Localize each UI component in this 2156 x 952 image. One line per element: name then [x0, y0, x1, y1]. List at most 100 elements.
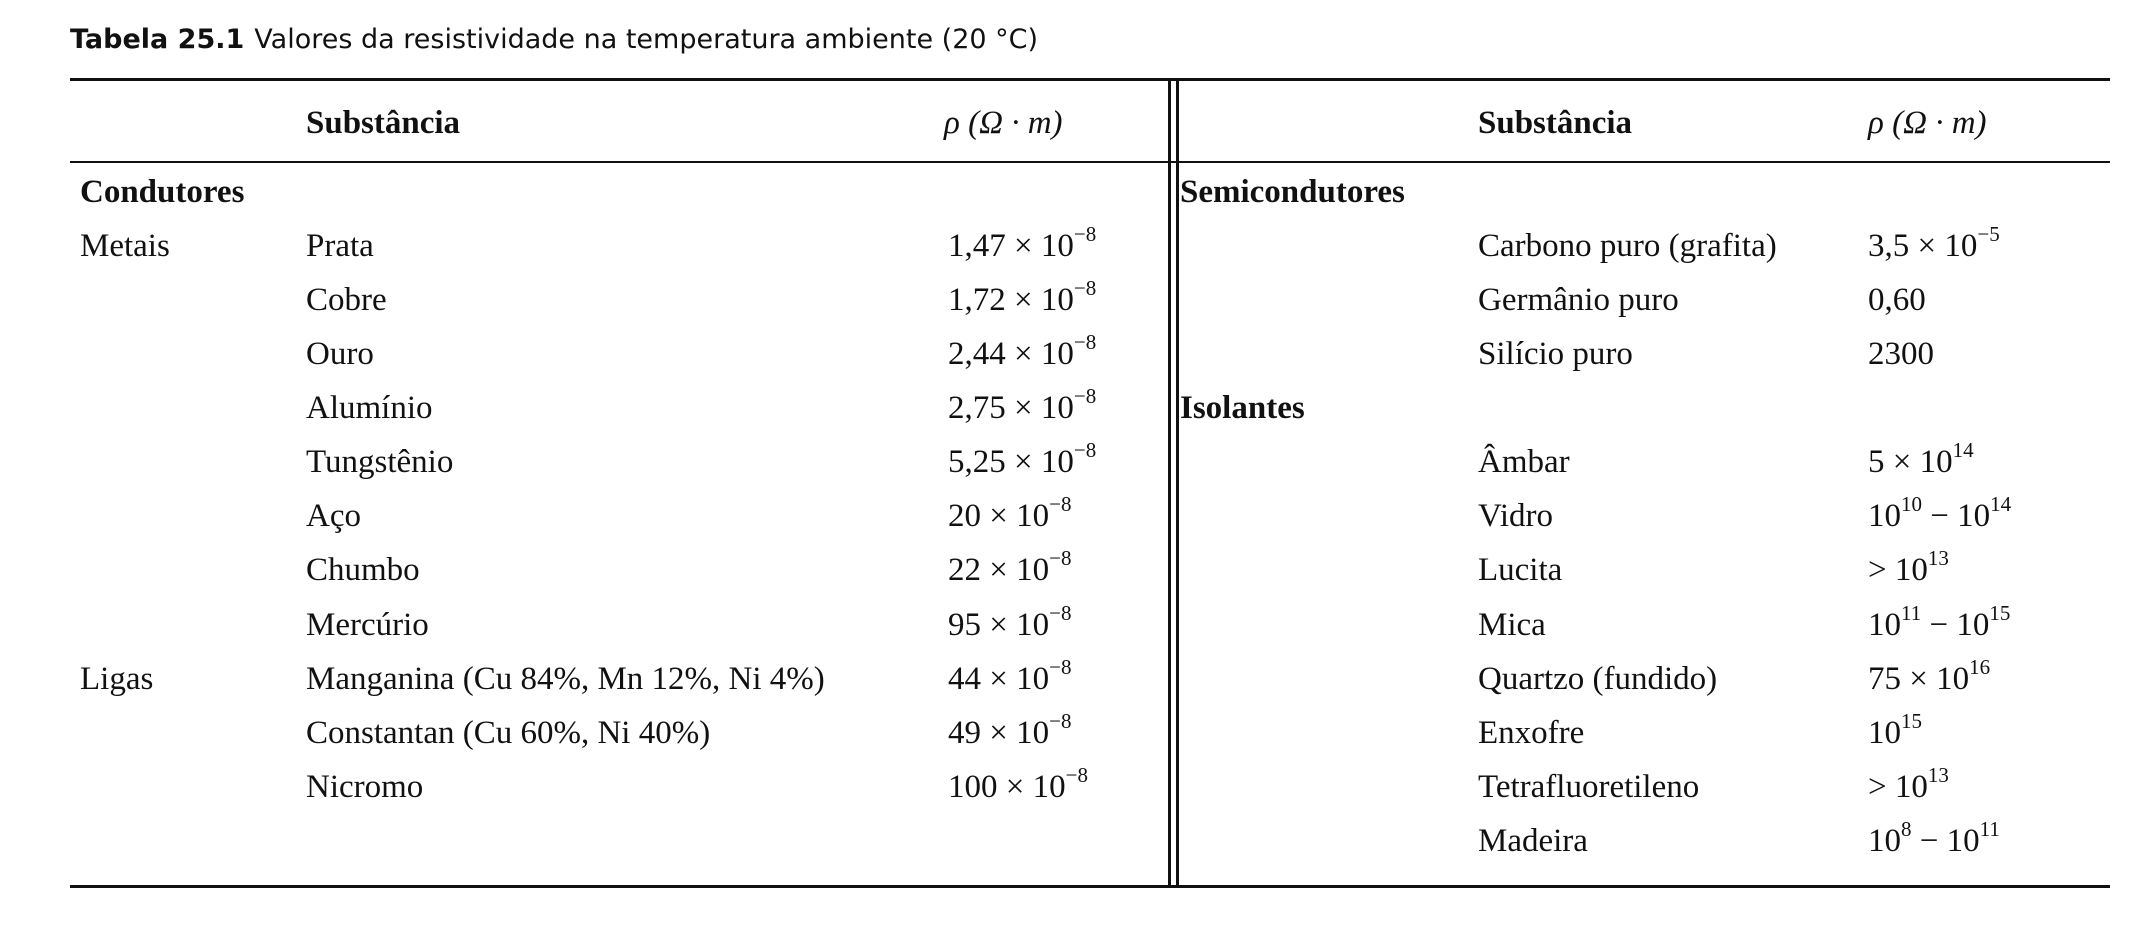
- substance-name: Manganina (Cu 84%, Mn 12%, Ni 4%): [306, 661, 825, 697]
- right-substance-header: Substância: [1478, 105, 1633, 141]
- value-exponent: 14: [1952, 438, 1974, 462]
- value-exponent: −8: [1073, 438, 1097, 462]
- value-exponent: −8: [1049, 655, 1072, 679]
- left-rho-header: ρ (Ω · m): [944, 103, 1063, 143]
- value-exponent: 11: [1979, 817, 2000, 841]
- value-exponent: 8: [1901, 817, 1912, 841]
- value-exponent: 10: [1901, 492, 1922, 516]
- value-base: 75 × 10: [1868, 661, 1970, 697]
- value-exponent: 15: [1901, 709, 1922, 733]
- value-base: 10: [1868, 823, 1901, 859]
- column-divider: [1168, 80, 1171, 886]
- value-base: 49 × 10: [948, 715, 1050, 751]
- value-exponent: −8: [1049, 492, 1072, 516]
- value-base: 10: [1868, 607, 1901, 643]
- value-base: 10: [1868, 715, 1901, 751]
- substance-name: Carbono puro (grafita): [1478, 228, 1777, 264]
- resistivity-value: 100 × 10−8: [948, 765, 1088, 807]
- value-exponent: 11: [1901, 601, 1922, 625]
- value-base: 2,75 × 10: [948, 390, 1074, 426]
- substance-name: Chumbo: [306, 552, 420, 588]
- substance-name: Constantan (Cu 60%, Ni 40%): [306, 715, 711, 751]
- value-base: − 10: [1922, 498, 1991, 534]
- table-caption: Tabela 25.1 Valores da resistividade na t…: [70, 24, 1038, 55]
- value-exponent: 13: [1927, 546, 1949, 570]
- value-base: 5,25 × 10: [948, 444, 1074, 480]
- substance-name: Lucita: [1478, 552, 1563, 588]
- resistivity-value: 1,72 × 10−8: [948, 278, 1096, 320]
- resistivity-value: 3,5 × 10−5: [1868, 224, 2000, 266]
- substance-name: Cobre: [306, 282, 387, 318]
- value-base: 0,60: [1868, 282, 1926, 318]
- rho-header-text: ρ (Ω · m): [1868, 105, 1987, 141]
- category-isolantes: Isolantes: [1180, 390, 1305, 426]
- substance-name: Madeira: [1478, 823, 1588, 859]
- value-base: 1,72 × 10: [948, 282, 1074, 318]
- resistivity-value: 5 × 1014: [1868, 440, 1974, 482]
- resistivity-value: 2,75 × 10−8: [948, 386, 1096, 428]
- substance-name: Mercúrio: [306, 607, 429, 643]
- resistivity-value: 2,44 × 10−8: [948, 332, 1096, 374]
- value-exponent: −8: [1049, 709, 1072, 733]
- value-exponent: −8: [1049, 546, 1072, 570]
- value-exponent: −8: [1073, 276, 1097, 300]
- value-exponent: 14: [1990, 492, 2012, 516]
- substance-name: Germânio puro: [1478, 282, 1679, 318]
- substance-name: Alumínio: [306, 390, 433, 426]
- category-condutores: Condutores: [80, 174, 245, 210]
- value-base: 95 × 10: [948, 607, 1050, 643]
- value-base: 3,5 × 10: [1868, 228, 1978, 264]
- resistivity-value: 44 × 10−8: [948, 657, 1071, 699]
- resistivity-value: > 1013: [1868, 765, 1949, 807]
- value-exponent: 13: [1927, 763, 1949, 787]
- resistivity-value: 1,47 × 10−8: [948, 224, 1096, 266]
- caption-label: Tabela 25.1: [70, 24, 245, 55]
- resistivity-value: 1011 − 1015: [1868, 603, 2010, 645]
- substance-name: Enxofre: [1478, 715, 1585, 751]
- substance-name: Silício puro: [1478, 336, 1633, 372]
- resistivity-value: 49 × 10−8: [948, 711, 1071, 753]
- substance-name: Ouro: [306, 336, 374, 372]
- resistivity-value: 5,25 × 10−8: [948, 440, 1096, 482]
- substance-name: Prata: [306, 228, 374, 264]
- value-base: > 10: [1868, 552, 1928, 588]
- value-base: 44 × 10: [948, 661, 1050, 697]
- value-exponent: 16: [1969, 655, 1991, 679]
- value-exponent: −8: [1073, 330, 1097, 354]
- group-label-metais: Metais: [80, 228, 170, 264]
- value-base: 100 × 10: [948, 769, 1066, 805]
- value-exponent: −8: [1073, 222, 1097, 246]
- resistivity-value: 22 × 10−8: [948, 548, 1071, 590]
- column-divider: [1176, 80, 1179, 886]
- substance-name: Vidro: [1478, 498, 1554, 534]
- value-base: − 10: [1911, 823, 1980, 859]
- substance-name: Tungstênio: [306, 444, 454, 480]
- value-base: 5 × 10: [1868, 444, 1953, 480]
- resistivity-value: 108 − 1011: [1868, 819, 2000, 861]
- right-rho-header: ρ (Ω · m): [1868, 103, 1987, 143]
- value-base: − 10: [1921, 607, 1990, 643]
- resistivity-value: 0,60: [1868, 280, 1926, 320]
- group-label-ligas: Ligas: [80, 661, 154, 697]
- top-rule: [70, 78, 2110, 81]
- value-exponent: 15: [1989, 601, 2011, 625]
- resistivity-value: 75 × 1016: [1868, 657, 1990, 699]
- substance-name: Quartzo (fundido): [1478, 661, 1718, 697]
- value-base: 2,44 × 10: [948, 336, 1074, 372]
- bottom-rule: [70, 885, 2110, 888]
- value-exponent: −5: [1977, 222, 2000, 246]
- category-semicondutores: Semicondutores: [1180, 174, 1405, 210]
- value-base: 1,47 × 10: [948, 228, 1074, 264]
- resistivity-value: 95 × 10−8: [948, 603, 1071, 645]
- substance-name: Âmbar: [1478, 444, 1570, 480]
- header-rule: [70, 161, 2110, 163]
- value-base: 10: [1868, 498, 1901, 534]
- rho-header-text: ρ (Ω · m): [944, 105, 1063, 141]
- substance-name: Tetrafluoretileno: [1478, 769, 1700, 805]
- resistivity-value: 1010 − 1014: [1868, 494, 2011, 536]
- value-exponent: −8: [1065, 763, 1088, 787]
- substance-name: Mica: [1478, 607, 1546, 643]
- resistivity-value: 2300: [1868, 334, 1934, 374]
- resistivity-value: 1015: [1868, 711, 1922, 753]
- value-base: > 10: [1868, 769, 1928, 805]
